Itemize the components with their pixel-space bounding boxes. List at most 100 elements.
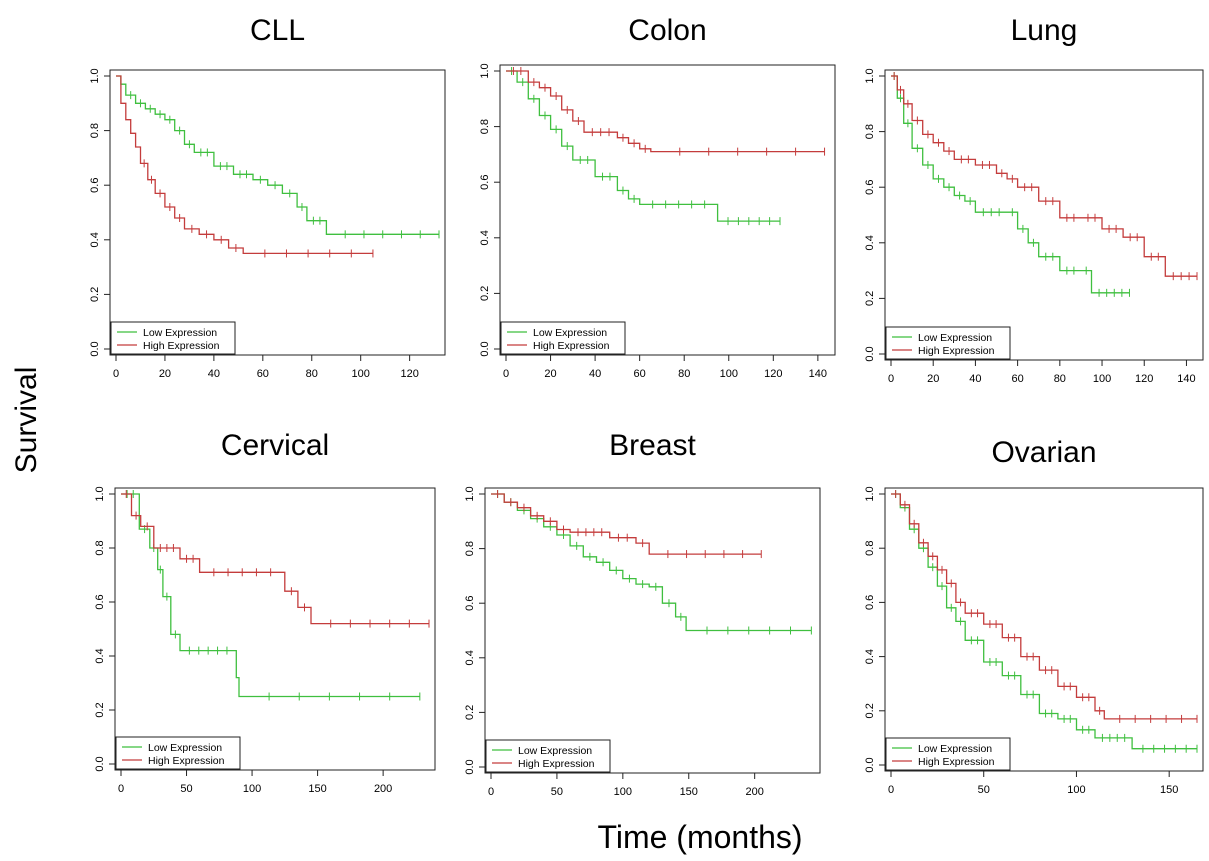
- x-tick-label: 200: [745, 786, 763, 798]
- y-tick-label: 0.0: [864, 346, 876, 361]
- panel-title: Cervical: [221, 429, 329, 462]
- y-tick-label: 1.0: [94, 486, 106, 501]
- y-tick-label: 0.4: [94, 648, 106, 663]
- legend-label: Low Expression: [918, 743, 992, 755]
- panel-4: Breast 0 50 100 150 200 0.0 0.2 0.4 0.6 0.8 1.0 Low …: [464, 429, 821, 798]
- y-tick-label: 0.8: [864, 124, 876, 139]
- x-tick-label: 0: [113, 368, 119, 380]
- y-tick-label: 0.8: [864, 541, 876, 556]
- y-tick-label: 0.8: [464, 541, 476, 556]
- plot-frame: [499, 64, 836, 356]
- series-line-low: [891, 75, 1130, 294]
- x-tick-label: 80: [1054, 373, 1066, 385]
- x-tick-label: 40: [969, 373, 981, 385]
- series-line-low: [121, 493, 420, 698]
- x-tick-label: 0: [488, 786, 494, 798]
- legend-box: [500, 321, 626, 355]
- series-line-low: [491, 493, 812, 632]
- x-tick-label: 0: [118, 783, 124, 795]
- x-tick-label: 100: [243, 783, 261, 795]
- y-tick-label: 0.2: [94, 702, 106, 717]
- x-tick-label: 60: [634, 368, 646, 380]
- y-tick-label: 1.0: [479, 63, 491, 78]
- x-tick-label: 140: [809, 368, 827, 380]
- y-tick-label: 1.0: [89, 68, 101, 83]
- plot-frame: [884, 69, 1204, 361]
- series-line-low: [506, 70, 780, 222]
- y-tick-label: 0.4: [89, 232, 101, 247]
- series-line-high: [491, 493, 762, 555]
- series-line-high: [891, 493, 1197, 720]
- y-tick-label: 0.2: [89, 287, 101, 302]
- y-tick-label: 0.4: [464, 650, 476, 665]
- panel-3: Cervical 0 50 100 150 200 0.0 0.2 0.4 0.6 0.8 1.0 Lo…: [94, 429, 436, 795]
- y-tick-label: 0.2: [864, 703, 876, 718]
- x-tick-label: 0: [888, 373, 894, 385]
- x-tick-label: 100: [1067, 784, 1085, 796]
- y-tick-label: 0.0: [479, 341, 491, 356]
- y-tick-label: 0.6: [89, 178, 101, 193]
- panel-title: Lung: [1011, 14, 1078, 47]
- legend-label: High Expression: [148, 755, 225, 767]
- x-tick-label: 100: [1093, 373, 1111, 385]
- legend-box: [885, 737, 1011, 771]
- x-tick-label: 60: [257, 368, 269, 380]
- plot-frame: [114, 487, 436, 771]
- x-tick-label: 0: [888, 784, 894, 796]
- y-tick-label: 0.6: [94, 594, 106, 609]
- y-tick-label: 0.2: [479, 286, 491, 301]
- legend-label: Low Expression: [518, 745, 592, 757]
- series-line-low: [891, 493, 1197, 750]
- plot-frame: [484, 487, 821, 774]
- y-tick-label: 0.0: [864, 757, 876, 772]
- panel-title: Ovarian: [991, 436, 1096, 469]
- figure-ylabel: Survival: [10, 367, 43, 474]
- plot-frame: [109, 69, 446, 356]
- x-tick-label: 60: [1011, 373, 1023, 385]
- legend-label: High Expression: [918, 756, 995, 768]
- x-tick-label: 200: [374, 783, 392, 795]
- y-tick-label: 0.2: [864, 291, 876, 306]
- plot-frame: [884, 487, 1204, 772]
- panel-0: CLL 0 20 40 60 80 100 120 0.0 0.2 0.4 0.6 0.8 1.0 Low …: [89, 14, 446, 380]
- legend-label: Low Expression: [143, 327, 217, 339]
- series-line-low: [116, 75, 439, 235]
- x-tick-label: 0: [503, 368, 509, 380]
- x-tick-label: 40: [208, 368, 220, 380]
- legend-box: [115, 736, 241, 770]
- series-line-high: [506, 70, 825, 153]
- y-tick-label: 0.4: [864, 235, 876, 250]
- y-tick-label: 0.0: [464, 759, 476, 774]
- legend-label: High Expression: [143, 340, 220, 352]
- panel-title: Colon: [628, 14, 706, 47]
- legend-label: Low Expression: [148, 742, 222, 754]
- series-line-high: [121, 493, 429, 625]
- y-tick-label: 0.6: [864, 180, 876, 195]
- panel-2: Lung 0 20 40 60 80 100 120 140 0.0 0.2 0.4 0.6 0.8 1.0…: [864, 14, 1204, 385]
- y-tick-label: 0.8: [89, 123, 101, 138]
- legend-label: High Expression: [518, 758, 595, 770]
- x-tick-label: 140: [1177, 373, 1195, 385]
- x-tick-label: 50: [978, 784, 990, 796]
- legend-box: [885, 326, 1011, 360]
- y-tick-label: 0.6: [479, 175, 491, 190]
- legend-box: [110, 321, 236, 355]
- legend-label: Low Expression: [918, 332, 992, 344]
- x-tick-label: 120: [1135, 373, 1153, 385]
- panel-1: Colon 0 20 40 60 80 100 120 140 0.0 0.2 0.4 0.6 0.8 1.…: [479, 14, 836, 380]
- x-tick-label: 120: [764, 368, 782, 380]
- x-tick-label: 120: [400, 368, 418, 380]
- legend-label: High Expression: [533, 340, 610, 352]
- y-tick-label: 1.0: [464, 486, 476, 501]
- y-tick-label: 0.4: [864, 649, 876, 664]
- y-tick-label: 0.4: [479, 230, 491, 245]
- x-tick-label: 100: [352, 368, 370, 380]
- panels: CLL 0 20 40 60 80 100 120 0.0 0.2 0.4 0.6 0.8 1.0 Low …: [89, 14, 1204, 798]
- x-tick-label: 80: [678, 368, 690, 380]
- y-tick-label: 0.6: [464, 596, 476, 611]
- series-line-high: [116, 75, 373, 255]
